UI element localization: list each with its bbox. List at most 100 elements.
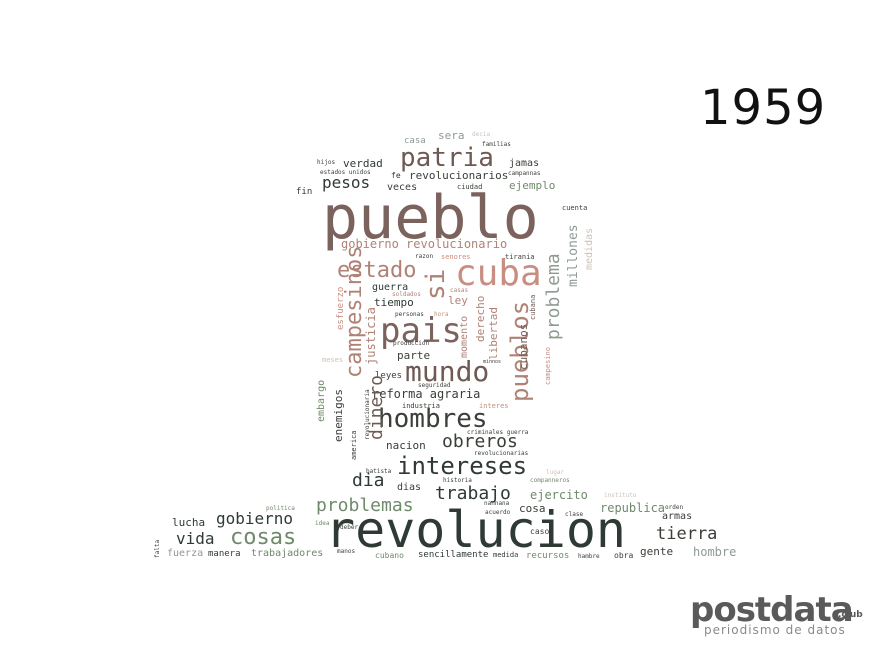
cloud-word: fe: [391, 171, 401, 180]
cloud-word: nacion: [386, 439, 426, 452]
cloud-word: cubana: [529, 294, 537, 320]
cloud-word: cuba: [455, 253, 542, 294]
cloud-word: criminales guerra: [467, 429, 529, 436]
cloud-word: batista: [366, 468, 392, 475]
cloud-word: revolucionaria: [364, 389, 371, 440]
cloud-word: estado: [337, 258, 417, 283]
cloud-word: recursos: [526, 551, 570, 561]
cloud-word: politica: [266, 505, 295, 512]
cloud-word: parte: [397, 349, 431, 362]
cloud-word: verdad: [343, 157, 383, 170]
cloud-word: intereses: [397, 452, 528, 480]
cloud-word: nannana: [484, 500, 510, 507]
cloud-word: campannas: [508, 170, 541, 177]
cloud-word: sera: [438, 129, 465, 142]
cloud-word: pais: [380, 311, 462, 351]
cloud-word: ejemplo: [509, 179, 556, 192]
cloud-word: millones: [566, 224, 581, 287]
cloud-word: revolucionarias: [474, 450, 529, 457]
cloud-word: campesino: [544, 347, 552, 385]
cloud-word: lugar: [546, 469, 565, 476]
cloud-word: esfuerzo: [336, 286, 346, 330]
cloud-word: senores: [441, 253, 471, 261]
cloud-word: deber: [340, 524, 359, 531]
cloud-word: obreros: [442, 431, 518, 452]
cloud-word: momento: [459, 315, 470, 358]
cloud-word: gente: [640, 545, 674, 558]
cloud-word: guerra: [372, 282, 409, 293]
cloud-word: hombre: [693, 545, 737, 559]
cloud-word: medidas: [584, 227, 595, 270]
cloud-word: cosas: [230, 525, 297, 550]
cloud-word: tirania: [505, 253, 535, 261]
cloud-word: casa: [404, 136, 426, 146]
cloud-word: estados unidos: [320, 169, 371, 176]
cloud-word: companneros: [530, 477, 570, 484]
cloud-word: casas: [450, 287, 469, 294]
cloud-word: ley: [448, 294, 468, 307]
cloud-word: tierra: [656, 524, 718, 544]
cloud-word: decia: [472, 131, 491, 138]
cloud-word: instituto: [604, 492, 637, 499]
cloud-word: libertad: [487, 307, 500, 360]
cloud-word: pueblo: [322, 183, 539, 253]
cloud-word: problemas: [316, 495, 414, 516]
cloud-word: seguridad: [418, 382, 451, 389]
cloud-word: cubanos: [517, 323, 530, 370]
cloud-word: gobierno revolucionario: [341, 237, 508, 251]
cloud-word: jamas: [509, 158, 540, 169]
cloud-word: orden: [665, 504, 684, 511]
cloud-word: personas: [395, 311, 424, 318]
cloud-word: fin: [296, 187, 313, 197]
cloud-word: produccion: [393, 340, 430, 347]
cloud-word: si: [421, 268, 451, 300]
cloud-word: armas: [662, 511, 693, 522]
cloud-word: hambre: [578, 553, 600, 560]
cloud-word: mundo: [405, 355, 490, 388]
cloud-word: hora: [434, 311, 449, 318]
cloud-word: ejercito: [530, 488, 588, 502]
cloud-word: acuerdo: [485, 509, 511, 516]
cloud-word: trabajo: [435, 483, 511, 504]
cloud-word: hombres: [378, 404, 488, 434]
cloud-word: historia: [443, 477, 472, 484]
cloud-word: justicia: [364, 307, 378, 365]
cloud-word: hijos: [317, 159, 336, 166]
cloud-word: soldados: [392, 291, 421, 298]
cloud-word: revolucion: [325, 501, 627, 559]
cloud-word: cuenta: [562, 204, 588, 212]
cloud-word: america: [350, 430, 358, 460]
cloud-word: cubano: [375, 551, 404, 560]
cloud-word: manos: [337, 548, 356, 555]
logo-tld: .club: [838, 610, 863, 620]
cloud-word: revolucionarios: [409, 169, 509, 182]
cloud-word: ciudad: [457, 183, 483, 191]
logo-brand: postdata: [690, 590, 854, 630]
cloud-word: vida: [176, 529, 215, 548]
cloud-word: gobierno: [216, 509, 294, 528]
cloud-word: idea: [315, 520, 330, 527]
cloud-word: razon: [415, 253, 434, 260]
cloud-word: tiempo: [374, 296, 414, 309]
cloud-word: campesinos: [342, 245, 367, 378]
logo-tagline: periodismo de datos: [704, 623, 846, 637]
cloud-word: minnos: [483, 359, 502, 365]
cloud-word: clase: [565, 511, 584, 518]
cloud-word: industria: [402, 402, 440, 410]
cloud-word: cosa: [519, 502, 546, 515]
cloud-word: manera: [208, 549, 241, 559]
cloud-word: fuerza: [167, 548, 204, 559]
year-label: 1959: [700, 80, 827, 136]
cloud-word: republica: [600, 501, 666, 515]
cloud-word: enemigos: [332, 389, 345, 442]
cloud-word: caso: [530, 527, 550, 536]
cloud-word: embargo: [316, 379, 327, 422]
cloud-word: leyes: [375, 371, 403, 381]
cloud-word: dias: [397, 482, 422, 493]
cloud-word: falta: [154, 539, 161, 558]
cloud-word: medida: [493, 551, 519, 559]
cloud-word: derecho: [474, 295, 487, 342]
cloud-word: familias: [482, 141, 511, 148]
cloud-word: interes: [479, 402, 509, 410]
